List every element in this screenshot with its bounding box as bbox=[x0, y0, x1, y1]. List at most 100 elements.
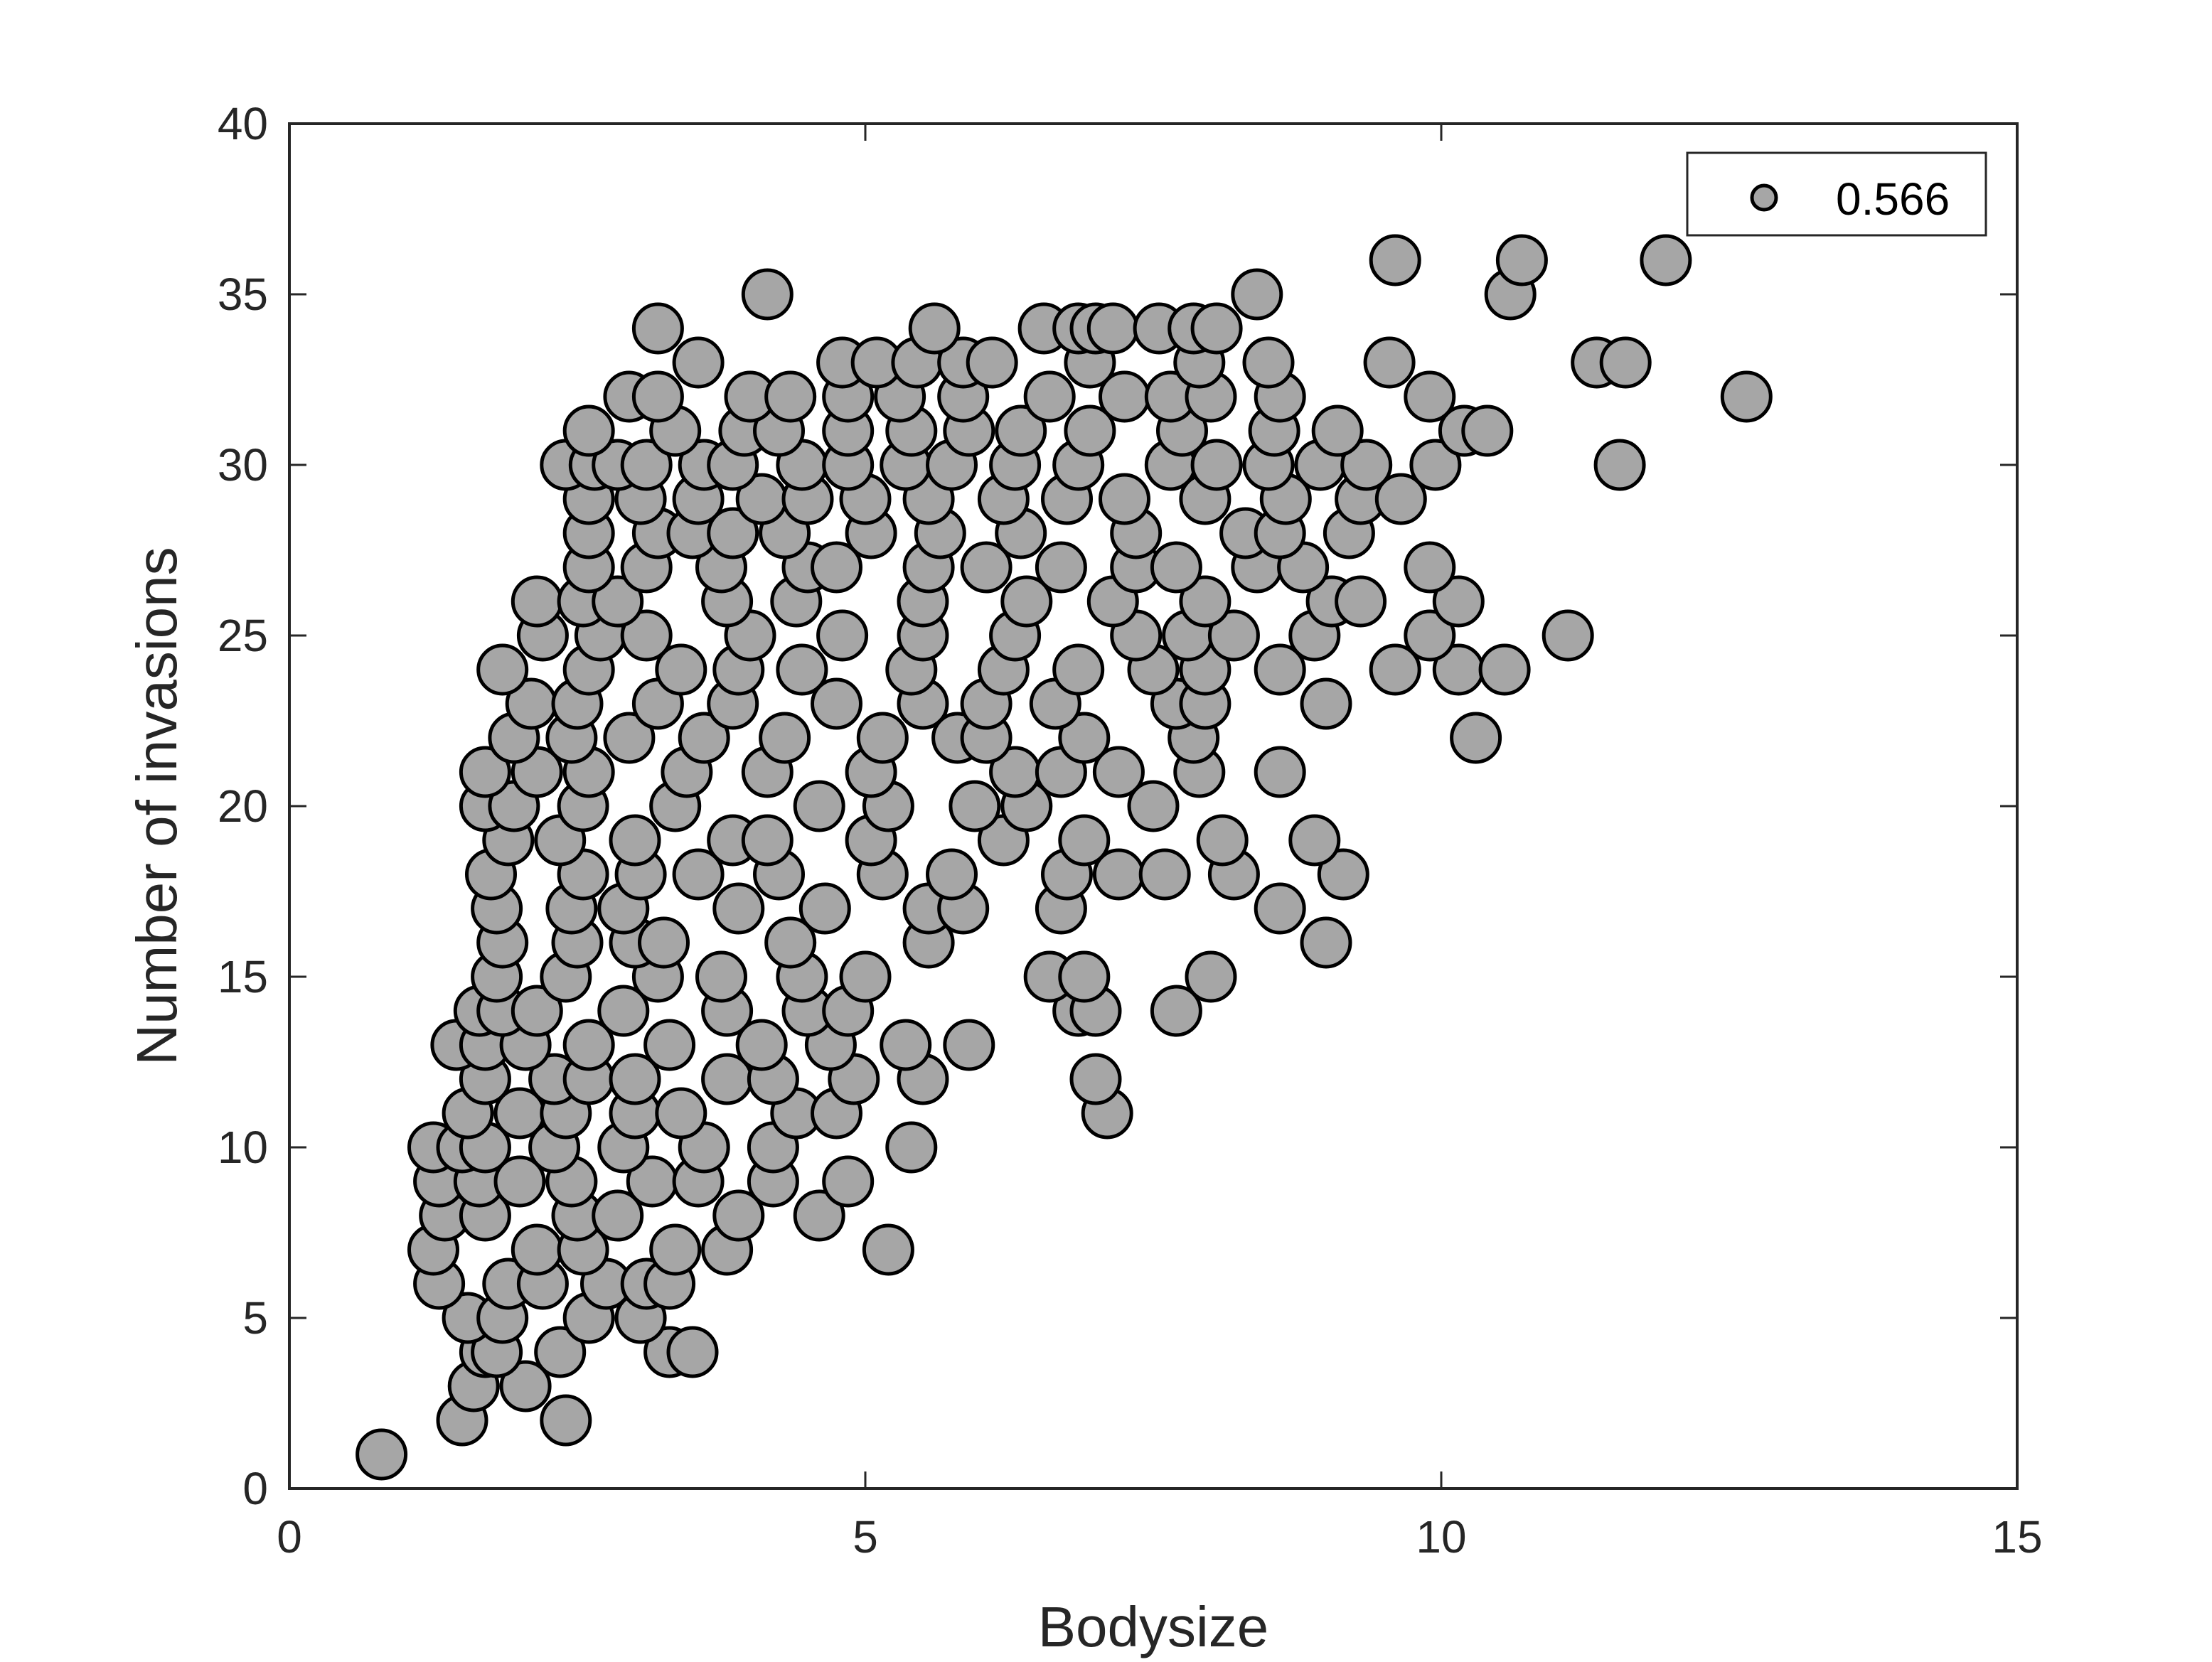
data-point bbox=[1404, 541, 1456, 594]
data-point bbox=[1542, 609, 1594, 662]
data-point bbox=[1150, 985, 1202, 1037]
data-point bbox=[1593, 439, 1646, 491]
data-point bbox=[562, 1019, 615, 1071]
data-point bbox=[1058, 950, 1111, 1003]
data-point bbox=[1150, 541, 1202, 594]
data-point bbox=[540, 1394, 592, 1447]
data-point bbox=[592, 575, 644, 628]
data-point bbox=[1035, 541, 1087, 594]
data-point bbox=[1450, 712, 1502, 764]
data-point bbox=[741, 268, 794, 321]
data-point bbox=[1478, 643, 1531, 696]
data-point bbox=[1640, 234, 1692, 286]
data-point bbox=[655, 643, 707, 696]
data-point bbox=[1254, 643, 1306, 696]
data-point bbox=[839, 950, 892, 1003]
data-point bbox=[880, 1019, 932, 1071]
points-layer bbox=[356, 234, 1773, 1481]
data-point bbox=[649, 1223, 702, 1276]
data-point bbox=[493, 1155, 546, 1208]
data-point bbox=[822, 1155, 875, 1208]
x-tick-label: 10 bbox=[1416, 1511, 1466, 1562]
data-point bbox=[856, 712, 909, 764]
data-point bbox=[1092, 746, 1145, 798]
data-point bbox=[672, 336, 725, 389]
data-point bbox=[1254, 882, 1306, 935]
data-point bbox=[1000, 575, 1053, 628]
data-point bbox=[816, 609, 869, 662]
data-point bbox=[1023, 370, 1076, 423]
data-point bbox=[926, 848, 978, 901]
data-point bbox=[908, 302, 961, 355]
data-point bbox=[592, 1189, 644, 1242]
data-point bbox=[793, 780, 845, 832]
data-point bbox=[1311, 404, 1364, 457]
data-point bbox=[672, 848, 725, 901]
data-point bbox=[631, 370, 684, 423]
ticks-layer: 0 5 10 15 0 5 10 15 20 25 30 35 40 bbox=[218, 98, 2043, 1562]
data-point bbox=[1231, 268, 1283, 321]
data-point bbox=[603, 712, 656, 764]
data-point bbox=[960, 541, 1013, 594]
y-tick-label: 25 bbox=[218, 610, 268, 661]
data-point bbox=[1207, 609, 1260, 662]
data-point bbox=[511, 575, 563, 628]
data-point bbox=[1190, 302, 1243, 355]
data-point bbox=[643, 1019, 696, 1071]
data-point bbox=[620, 609, 673, 662]
data-point bbox=[798, 882, 851, 935]
y-tick-label: 5 bbox=[242, 1292, 268, 1344]
y-tick-label: 0 bbox=[242, 1463, 268, 1514]
y-tick-label: 20 bbox=[218, 781, 268, 832]
data-point bbox=[620, 439, 673, 491]
data-point bbox=[735, 1019, 788, 1071]
data-point bbox=[707, 507, 759, 559]
data-point bbox=[811, 677, 862, 730]
data-point bbox=[1052, 643, 1105, 696]
data-point bbox=[638, 916, 690, 969]
data-point bbox=[1058, 814, 1111, 867]
data-point bbox=[1300, 916, 1352, 969]
data-point bbox=[678, 712, 730, 764]
data-point bbox=[1064, 404, 1116, 457]
data-point bbox=[741, 814, 794, 867]
legend-box bbox=[1686, 151, 1987, 237]
data-point bbox=[793, 1189, 845, 1242]
data-point bbox=[511, 1223, 563, 1276]
data-point bbox=[811, 541, 862, 594]
data-point bbox=[1369, 643, 1421, 696]
data-point bbox=[609, 814, 661, 867]
data-point bbox=[499, 1360, 552, 1412]
data-point bbox=[1300, 677, 1352, 730]
data-point bbox=[1374, 473, 1427, 525]
x-axis-label: Bodysize bbox=[1038, 1595, 1269, 1658]
data-point bbox=[712, 1189, 765, 1242]
y-tick-label: 10 bbox=[218, 1122, 268, 1173]
data-point bbox=[1461, 404, 1514, 457]
data-point bbox=[609, 1053, 661, 1105]
data-point bbox=[1185, 950, 1237, 1003]
data-point bbox=[1138, 848, 1191, 901]
data-point bbox=[759, 712, 811, 764]
data-point bbox=[1254, 746, 1306, 798]
data-point bbox=[1288, 814, 1341, 867]
data-point bbox=[862, 1223, 914, 1276]
data-point bbox=[995, 404, 1047, 457]
data-point bbox=[1335, 575, 1387, 628]
data-point bbox=[1432, 575, 1485, 628]
data-point bbox=[949, 780, 1001, 832]
data-point bbox=[1599, 336, 1652, 389]
x-tick-label: 15 bbox=[1992, 1511, 2042, 1562]
y-tick-label: 35 bbox=[218, 269, 268, 320]
data-point bbox=[695, 950, 747, 1003]
data-point bbox=[885, 1121, 938, 1174]
y-tick-label: 15 bbox=[218, 951, 268, 1002]
data-point bbox=[943, 1019, 995, 1071]
data-point bbox=[1242, 336, 1295, 389]
data-point bbox=[1179, 575, 1231, 628]
data-point bbox=[1404, 609, 1456, 662]
data-point bbox=[597, 985, 650, 1037]
data-point bbox=[1127, 780, 1180, 832]
legend-marker bbox=[1750, 183, 1778, 212]
